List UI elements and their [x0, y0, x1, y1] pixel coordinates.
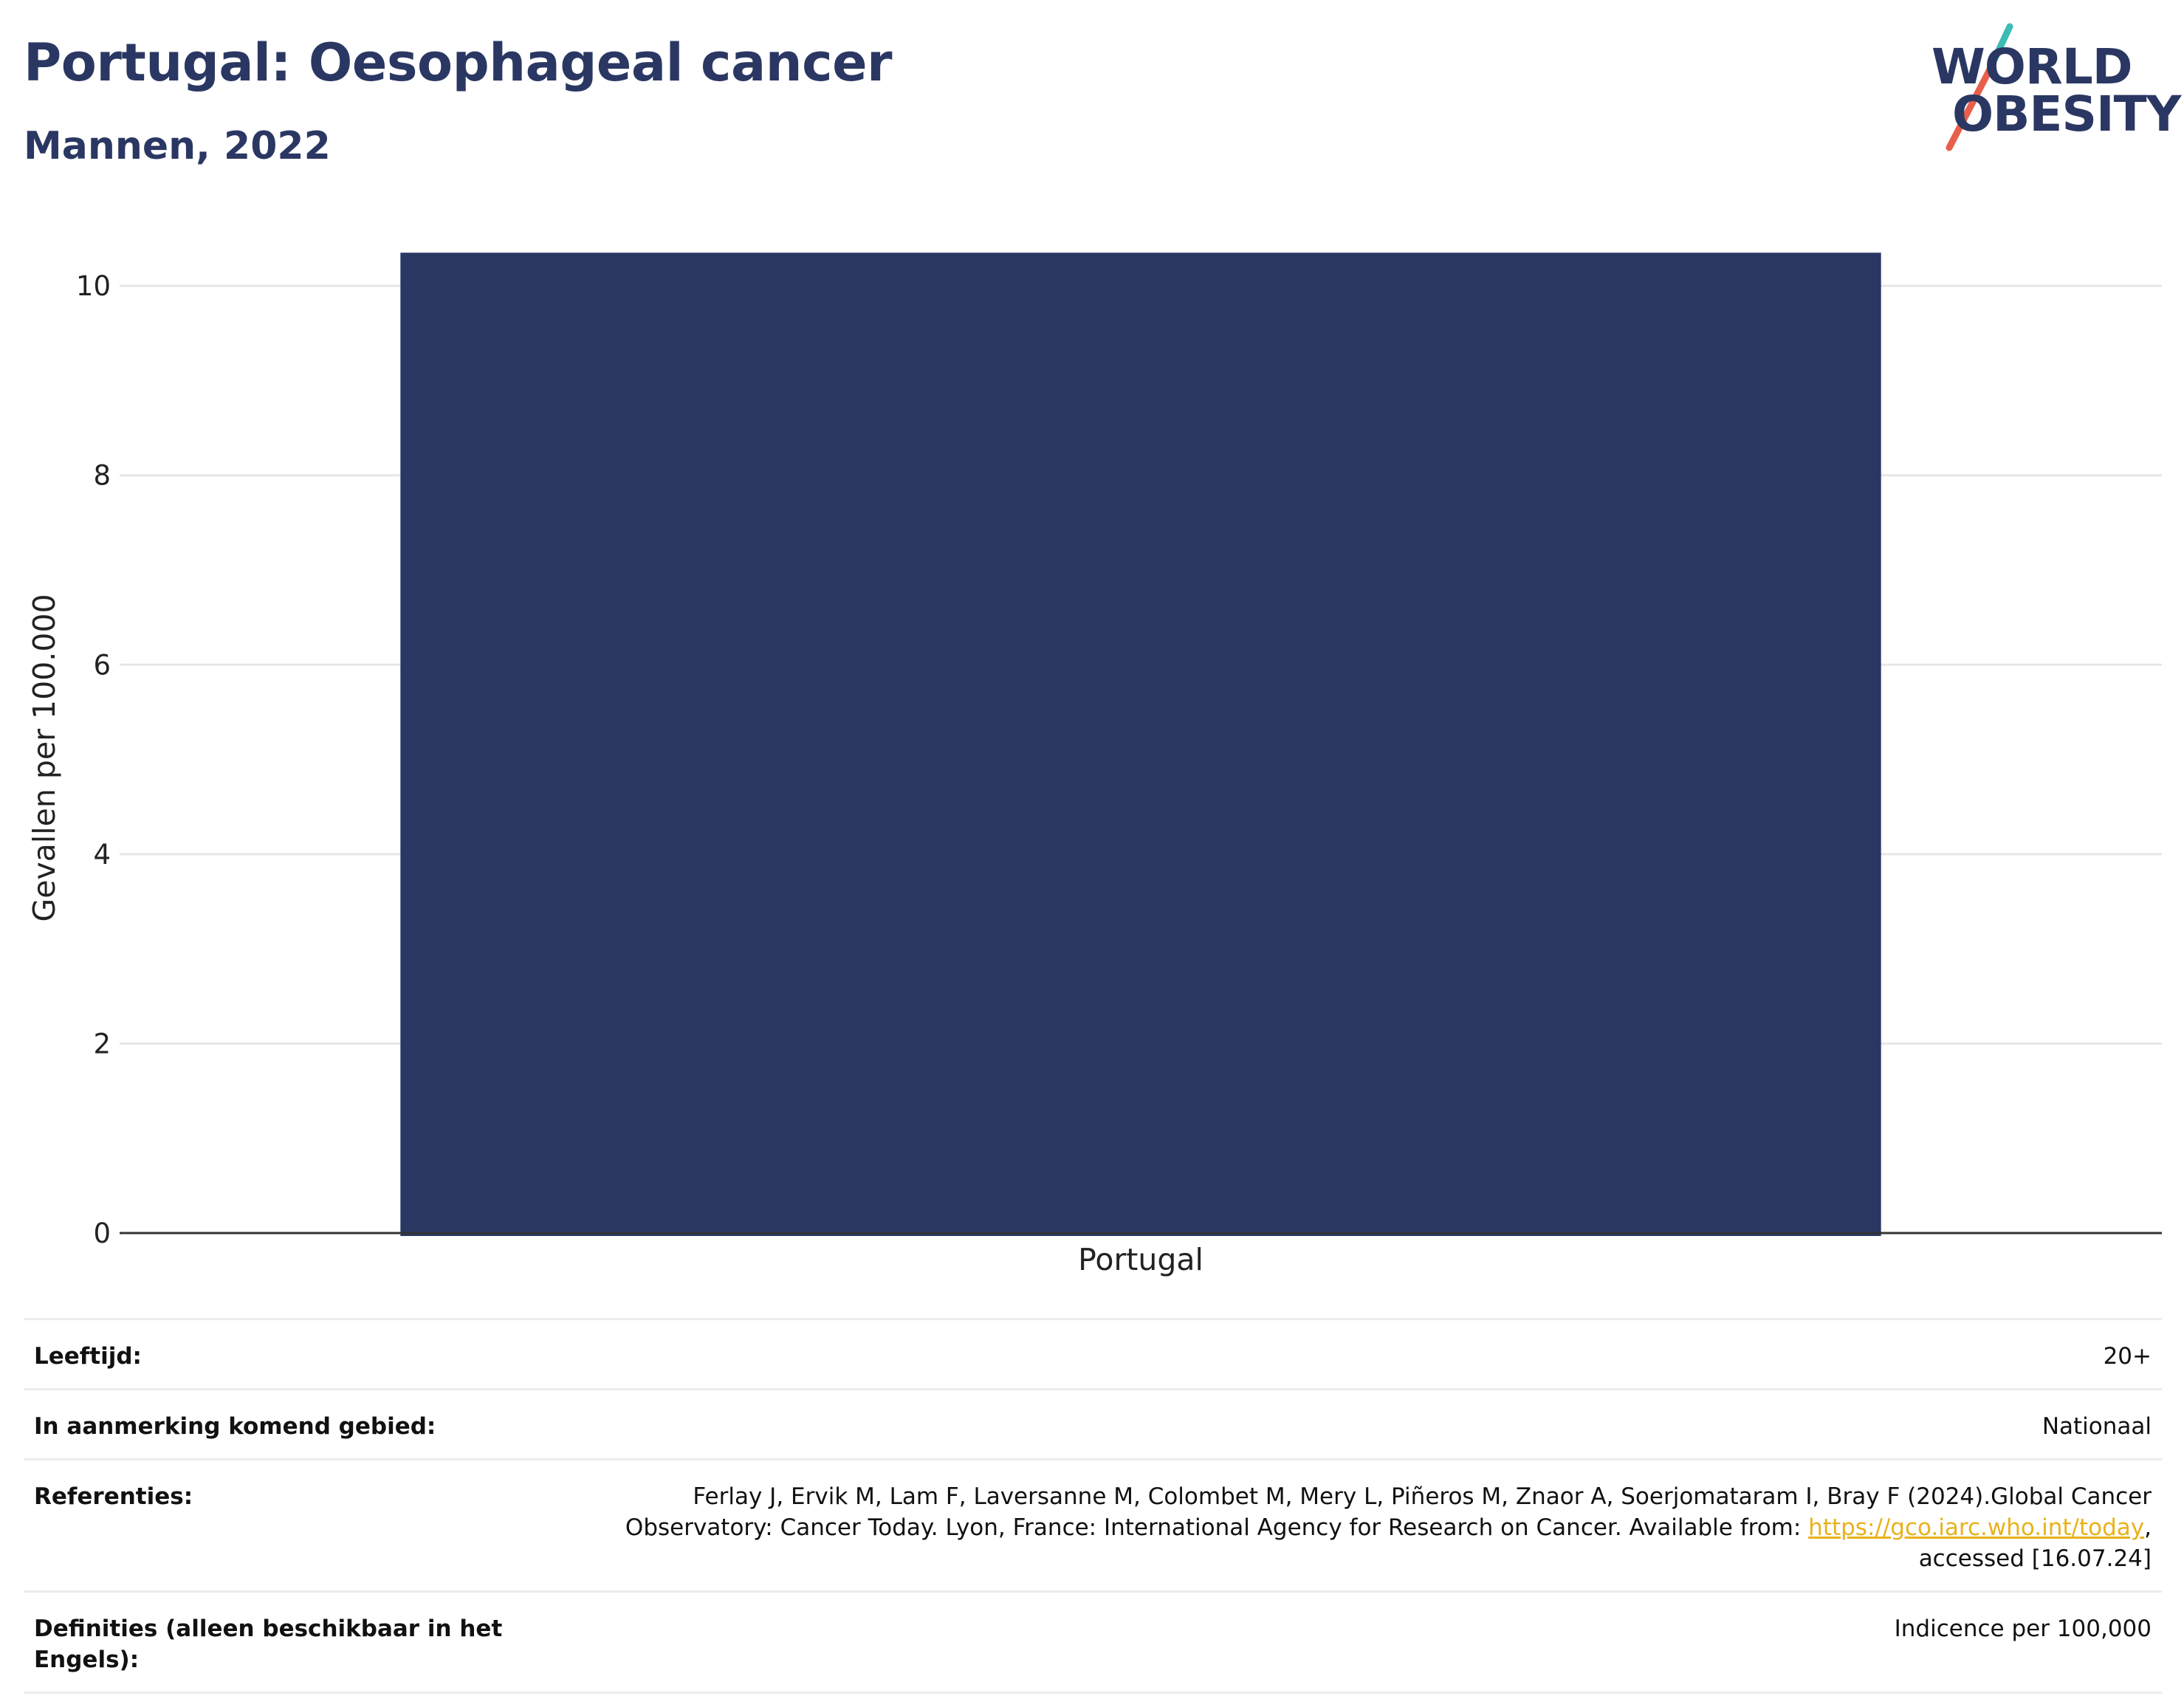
row-key-age: Leeftijd: [24, 1318, 546, 1390]
bar-chart: 0 2 4 6 8 10 Portugal Gevallen per 100.000 [27, 253, 2162, 1277]
table-row: Referenties: Ferlay J, Ervik M, Lam F, L… [24, 1458, 2162, 1593]
table-row: Definities (alleen beschikbaar in het En… [24, 1590, 2162, 1694]
y-tick-labels: 0 2 4 6 8 10 [76, 270, 111, 1249]
x-tick-label: Portugal [1078, 1242, 1203, 1277]
reference-line-1: Ferlay J, Ervik M, Lam F, Laversanne M, … [693, 1483, 2152, 1510]
reference-line-3: accessed [16.07.24] [1918, 1545, 2152, 1572]
logo-slash-icon [1946, 23, 2013, 151]
row-key-definitions: Definities (alleen beschikbaar in het En… [24, 1590, 546, 1694]
y-tick-label: 8 [93, 460, 111, 492]
table-row: In aanmerking komend gebied: Nationaal [24, 1388, 2162, 1460]
y-tick-label: 2 [93, 1028, 111, 1060]
y-tick-label: 4 [93, 839, 111, 871]
table-row: Leeftijd: 20+ [24, 1318, 2162, 1390]
x-tick-labels: Portugal [1078, 1242, 1203, 1277]
logo-word-obesity: OBESITY [1952, 86, 2181, 143]
y-axis-title: Gevallen per 100.000 [27, 594, 62, 921]
world-obesity-logo: WORLD OBESITY [1920, 21, 2181, 154]
row-value-age: 20+ [546, 1318, 2162, 1390]
bars [400, 253, 1881, 1236]
y-tick-label: 0 [93, 1218, 111, 1249]
reference-link[interactable]: https://gco.iarc.who.int/today [1808, 1514, 2145, 1541]
reference-line-2-end: , [2144, 1514, 2152, 1541]
page-title: Portugal: Oesophageal cancer [24, 32, 893, 93]
row-value-area: Nationaal [546, 1388, 2162, 1460]
bar-portugal [400, 253, 1881, 1236]
row-key-area: In aanmerking komend gebied: [24, 1388, 546, 1460]
y-tick-label: 6 [93, 649, 111, 681]
logo-word-world: WORLD [1931, 38, 2133, 95]
row-value-references: Ferlay J, Ervik M, Lam F, Laversanne M, … [546, 1458, 2162, 1593]
row-value-definitions: Indicence per 100,000 [546, 1590, 2162, 1694]
page-subtitle: Mannen, 2022 [24, 124, 331, 168]
row-key-references: Referenties: [24, 1458, 546, 1593]
metadata-table: Leeftijd: 20+ In aanmerking komend gebie… [24, 1318, 2162, 1694]
y-tick-label: 10 [76, 270, 111, 302]
reference-line-2: Observatory: Cancer Today. Lyon, France:… [625, 1514, 1809, 1541]
